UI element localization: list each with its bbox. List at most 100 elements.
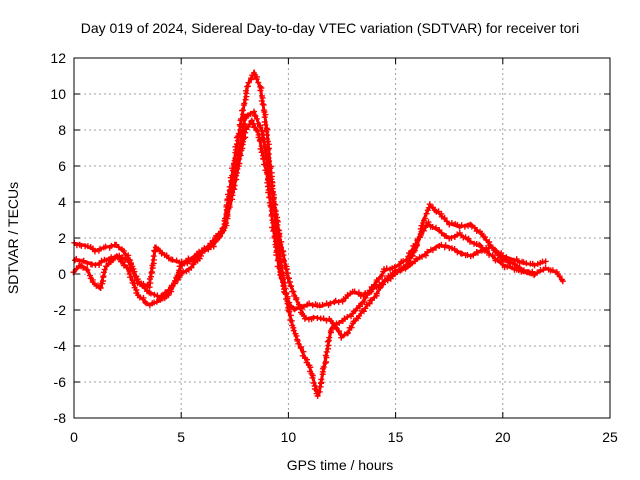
data-point-marker xyxy=(231,171,238,178)
data-point-marker xyxy=(266,161,273,168)
data-point-marker xyxy=(260,101,267,108)
data-point-marker xyxy=(291,306,298,313)
data-point-marker xyxy=(275,250,282,257)
data-point-marker xyxy=(338,334,345,341)
data-point-marker xyxy=(350,318,357,325)
data-point-marker xyxy=(225,205,231,212)
data-point-marker xyxy=(413,256,420,262)
data-point-marker xyxy=(191,253,198,260)
data-point-marker xyxy=(253,115,260,122)
data-point-marker xyxy=(234,152,241,158)
data-point-marker xyxy=(89,279,96,285)
data-point-marker xyxy=(327,300,334,307)
data-point-marker xyxy=(257,145,264,152)
data-point-marker xyxy=(148,268,155,275)
data-point-marker xyxy=(512,262,519,268)
data-point-marker xyxy=(153,298,160,305)
data-point-marker xyxy=(295,340,302,347)
data-point-marker xyxy=(429,247,436,254)
data-point-marker xyxy=(495,252,502,259)
data-point-marker xyxy=(333,324,340,331)
data-point-marker xyxy=(264,155,271,162)
data-point-marker xyxy=(259,134,266,141)
data-point-marker xyxy=(542,258,549,265)
data-point-marker xyxy=(242,87,249,94)
data-point-marker xyxy=(408,260,415,267)
data-point-marker xyxy=(366,287,373,294)
data-point-marker xyxy=(513,256,520,263)
data-point-marker xyxy=(162,289,169,296)
data-point-marker xyxy=(247,110,254,117)
data-point-marker xyxy=(84,267,91,274)
data-point-marker xyxy=(276,233,283,240)
data-point-marker xyxy=(442,242,449,249)
data-point-marker xyxy=(165,292,172,299)
x-tick-label: 10 xyxy=(281,429,297,445)
data-point-marker xyxy=(348,324,355,331)
axis-ticks: 0 5 10 15 20 25 -8 -6 -4 -2 0 2 4 6 8 10 12 xyxy=(50,50,618,445)
y-tick-label: 10 xyxy=(50,86,66,102)
data-point-marker xyxy=(458,222,465,229)
y-tick-label: -4 xyxy=(54,338,67,354)
data-point-marker xyxy=(556,273,563,280)
data-point-marker xyxy=(240,107,246,114)
data-point-marker xyxy=(534,269,541,276)
data-point-marker xyxy=(290,327,297,334)
data-point-marker xyxy=(351,288,358,295)
y-tick-label: -2 xyxy=(54,302,67,318)
data-point-marker xyxy=(433,224,439,231)
data-point-marker xyxy=(320,364,327,370)
data-point-marker xyxy=(301,303,307,310)
data-point-marker xyxy=(459,250,465,257)
data-point-marker xyxy=(424,248,431,255)
data-point-marker xyxy=(224,207,231,214)
data-point-marker xyxy=(441,215,448,222)
data-point-marker xyxy=(211,238,218,245)
data-point-marker xyxy=(467,238,473,245)
data-point-marker xyxy=(332,297,339,304)
data-point-marker xyxy=(502,257,508,264)
data-point-marker xyxy=(140,294,147,301)
data-point-marker xyxy=(101,266,108,273)
data-point-marker xyxy=(342,295,349,302)
data-point-marker xyxy=(383,265,390,272)
data-point-marker xyxy=(336,328,343,335)
data-point-marker xyxy=(108,242,115,249)
data-point-marker xyxy=(253,76,260,83)
chart-title: Day 019 of 2024, Sidereal Day-to-day VTE… xyxy=(81,20,580,36)
data-point-marker xyxy=(245,123,252,130)
y-tick-label: -6 xyxy=(54,374,67,390)
data-point-marker xyxy=(97,245,103,252)
data-point-marker xyxy=(412,241,419,248)
data-point-marker xyxy=(443,218,450,225)
data-point-marker xyxy=(336,320,343,326)
data-point-marker xyxy=(417,232,424,239)
data-point-marker xyxy=(356,312,363,319)
data-point-marker xyxy=(115,244,122,251)
data-points xyxy=(70,68,566,399)
data-point-marker xyxy=(261,139,268,146)
data-point-marker xyxy=(380,281,387,288)
data-point-marker xyxy=(476,241,483,248)
data-point-marker xyxy=(392,268,399,275)
data-point-marker xyxy=(309,374,316,381)
data-point-marker xyxy=(257,124,264,131)
data-point-marker xyxy=(477,242,484,249)
data-point-marker xyxy=(474,249,481,256)
data-point-marker xyxy=(529,268,536,275)
data-point-marker xyxy=(84,243,91,250)
data-point-marker xyxy=(423,210,430,217)
data-point-marker xyxy=(494,256,501,263)
data-point-marker xyxy=(345,329,351,336)
data-point-marker xyxy=(324,338,331,345)
data-point-marker xyxy=(423,222,430,229)
data-point-marker xyxy=(147,290,154,297)
data-point-marker xyxy=(265,168,272,175)
data-point-marker xyxy=(531,262,538,269)
data-point-marker xyxy=(80,257,87,264)
data-point-marker xyxy=(207,240,214,247)
data-point-marker xyxy=(248,75,255,82)
data-point-marker xyxy=(100,269,107,276)
data-point-marker xyxy=(362,305,369,312)
